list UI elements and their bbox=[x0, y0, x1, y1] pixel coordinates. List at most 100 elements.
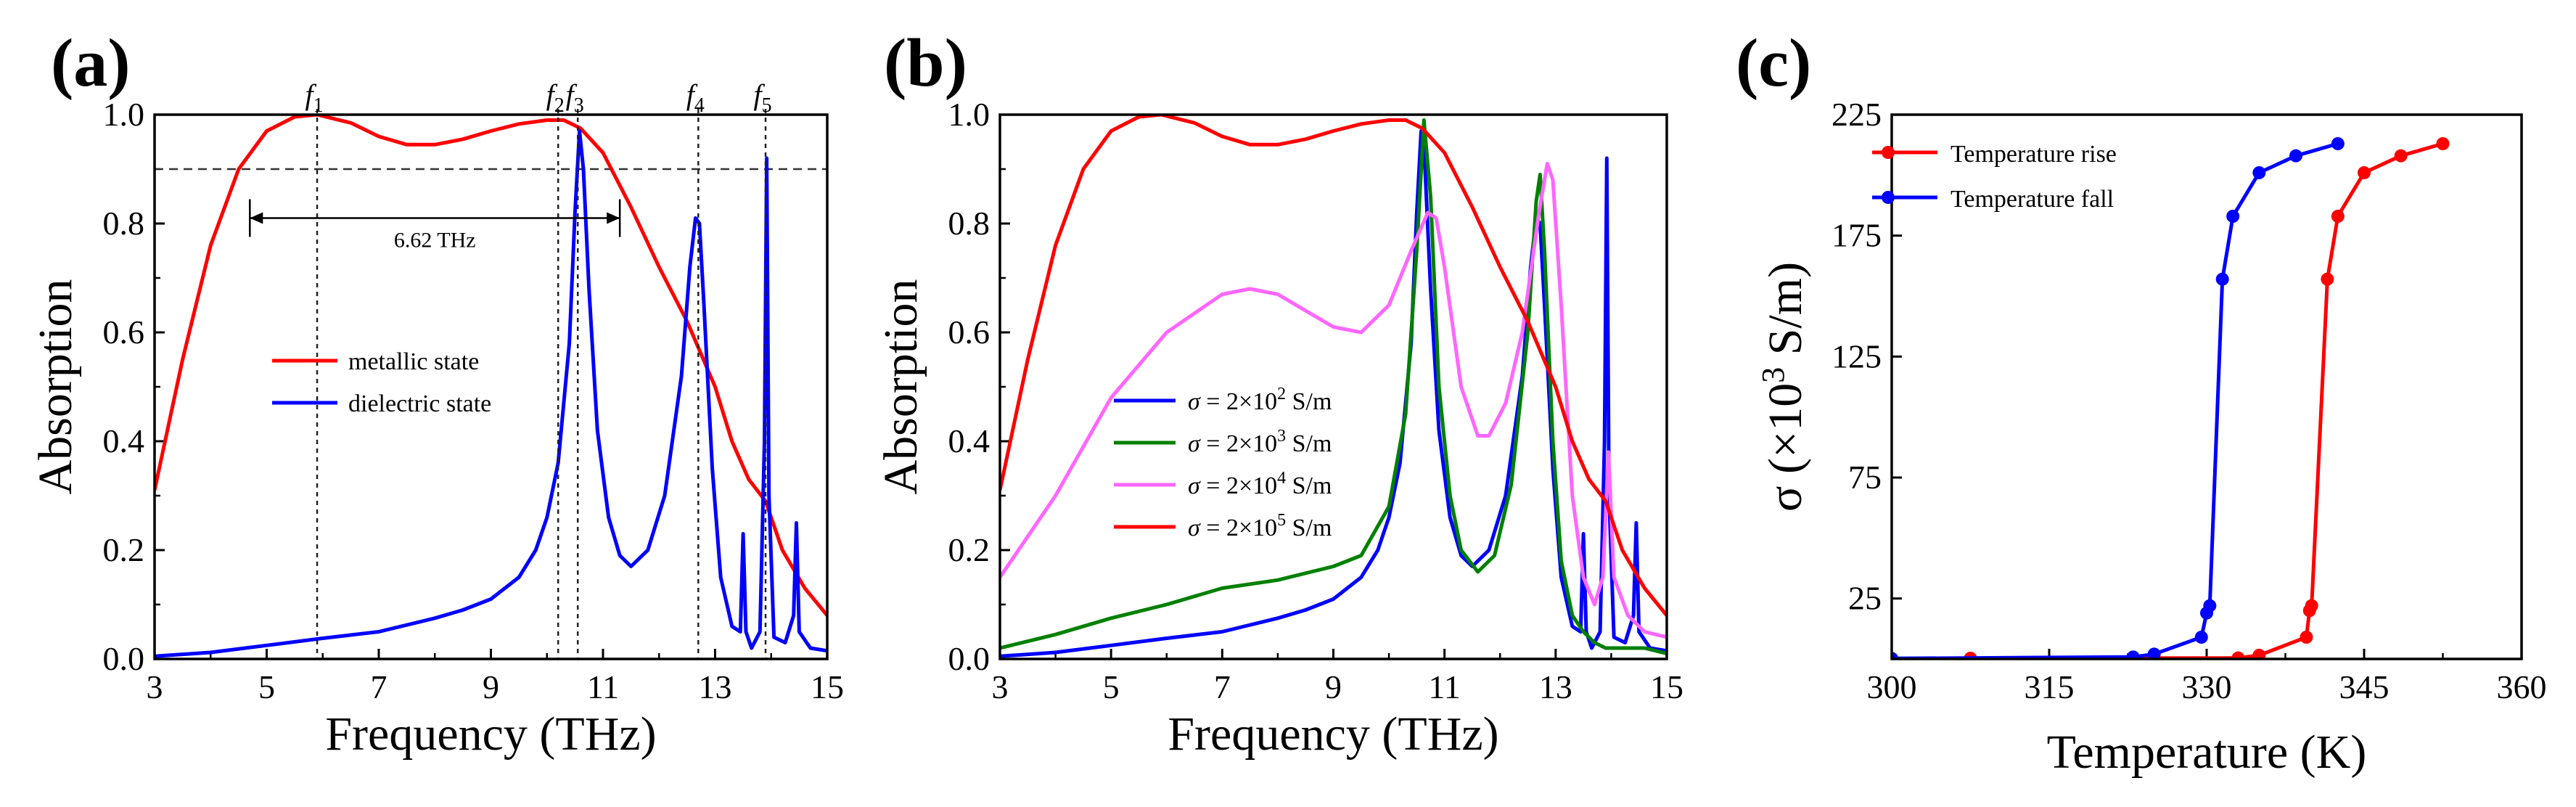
y-tick-label: 0.6 bbox=[103, 314, 145, 351]
x-axis-title: Temperature (K) bbox=[2047, 726, 2367, 779]
frequency-marker-subscript: 5 bbox=[762, 94, 772, 117]
data-point bbox=[2331, 210, 2345, 223]
y-tick-label: 25 bbox=[1848, 580, 1882, 617]
data-point bbox=[2147, 647, 2161, 659]
plot-area bbox=[1000, 115, 1667, 658]
legend-exponent: 5 bbox=[1277, 511, 1286, 530]
series-line bbox=[155, 129, 827, 658]
series-line bbox=[1000, 129, 1667, 658]
legend-unit: S/m bbox=[1286, 430, 1332, 457]
x-tick-label: 13 bbox=[1539, 668, 1572, 705]
legend-unit: S/m bbox=[1286, 472, 1332, 499]
legend-label: metallic state bbox=[348, 348, 479, 375]
x-tick-label: 9 bbox=[1325, 668, 1342, 705]
y-axis-title: σ (×103 S/m) bbox=[1755, 262, 1812, 512]
panel-b: (b) 3 5 7 9 11 13 15 0.0 0.2 0.4 0.6 0.8 1.0 Frequency… bbox=[874, 25, 1683, 761]
x-tick-label: 300 bbox=[1867, 668, 1917, 705]
data-point bbox=[2436, 137, 2450, 150]
frequency-marker-subscript: 4 bbox=[694, 94, 705, 117]
legend-label: Temperature rise bbox=[1951, 141, 2117, 168]
plot-area bbox=[1892, 137, 2450, 659]
x-tick-label: 11 bbox=[587, 668, 619, 705]
panel-label: (a) bbox=[51, 25, 131, 101]
x-tick-label: 9 bbox=[483, 668, 499, 705]
panel-label: (c) bbox=[1736, 25, 1811, 101]
legend-base: = 2×10 bbox=[1200, 472, 1277, 499]
x-tick-label: 345 bbox=[2339, 668, 2390, 705]
legend-base: = 2×10 bbox=[1200, 388, 1277, 415]
data-point bbox=[2252, 166, 2266, 179]
legend-base: = 2×10 bbox=[1200, 430, 1277, 457]
legend-exponent: 3 bbox=[1277, 427, 1286, 446]
x-tick-label: 315 bbox=[2025, 668, 2075, 705]
legend-unit: S/m bbox=[1286, 388, 1332, 415]
data-point bbox=[2126, 650, 2140, 659]
legend-exponent: 2 bbox=[1277, 385, 1286, 404]
legend-sigma: σ bbox=[1188, 515, 1201, 541]
y-axis-title-unit: S/m) bbox=[1759, 262, 1812, 367]
legend-sigma: σ bbox=[1188, 472, 1201, 499]
legend-sigma: σ bbox=[1188, 430, 1201, 457]
data-point bbox=[2252, 649, 2266, 659]
y-tick-label: 0.2 bbox=[948, 531, 990, 568]
axes-frame bbox=[153, 113, 829, 660]
y-tick-label: 0.2 bbox=[103, 531, 145, 568]
legend-sigma: σ bbox=[1188, 388, 1201, 415]
legend-label: σ = 2×102 S/m bbox=[1188, 385, 1332, 415]
series-line bbox=[155, 115, 827, 617]
data-point bbox=[2300, 631, 2313, 644]
y-tick-label: 0.8 bbox=[103, 205, 145, 242]
y-axis-title: Absorption bbox=[874, 279, 927, 495]
y-tick-label: 0.4 bbox=[103, 422, 145, 459]
legend-label: Temperature fall bbox=[1951, 186, 2114, 213]
frequency-marker-label: f1 bbox=[305, 78, 323, 117]
data-point bbox=[1892, 652, 1898, 659]
axes-frame bbox=[998, 113, 1668, 660]
y-tick-label: 0.4 bbox=[948, 422, 990, 459]
y-axis-title-main: σ (×10 bbox=[1759, 383, 1812, 512]
x-tick-label: 15 bbox=[811, 668, 844, 705]
bandwidth-arrowhead-left bbox=[250, 212, 263, 224]
y-tick-label: 1.0 bbox=[948, 96, 990, 133]
data-point bbox=[2231, 651, 2245, 659]
legend-label: σ = 2×103 S/m bbox=[1188, 427, 1332, 457]
x-tick-label: 15 bbox=[1650, 668, 1683, 705]
y-tick-label: 225 bbox=[1831, 96, 1882, 133]
legend-marker bbox=[1882, 146, 1895, 159]
legend-marker bbox=[1882, 191, 1895, 204]
x-tick-label: 5 bbox=[1103, 668, 1120, 705]
y-tick-label: 125 bbox=[1831, 337, 1882, 374]
data-point bbox=[2289, 149, 2302, 163]
data-point bbox=[2394, 149, 2408, 163]
panel-c: (c) 300 315 330 345 360 25 75 125 175 225 Temperatu… bbox=[1736, 25, 2547, 779]
x-tick-label: 3 bbox=[992, 668, 1009, 705]
data-point bbox=[2305, 599, 2318, 613]
frequency-marker-label: f4 bbox=[686, 78, 705, 117]
y-tick-label: 75 bbox=[1848, 459, 1882, 496]
series-line bbox=[1000, 162, 1667, 639]
x-tick-label: 13 bbox=[699, 668, 732, 705]
legend-base: = 2×10 bbox=[1200, 515, 1277, 541]
data-point bbox=[2226, 210, 2240, 223]
data-point bbox=[2215, 272, 2229, 286]
legend-label: σ = 2×105 S/m bbox=[1188, 511, 1332, 541]
x-tick-label: 7 bbox=[371, 668, 387, 705]
panel-a: (a)3 5 7 9 11 13 150.00.20.40.60.81.0Frequency… bbox=[29, 25, 844, 761]
y-axis-title: Absorption bbox=[29, 279, 82, 495]
frequency-marker-label: f5 bbox=[753, 78, 771, 117]
legend-label: dielectric state bbox=[348, 390, 491, 417]
legend-unit: S/m bbox=[1286, 515, 1332, 541]
frequency-marker-subscript: 1 bbox=[313, 94, 324, 117]
series-line bbox=[1000, 115, 1667, 617]
series-line bbox=[1970, 142, 2444, 659]
y-tick-label: 1.0 bbox=[103, 96, 145, 133]
x-axis-title: Frequency (THz) bbox=[325, 708, 656, 761]
plot-area bbox=[155, 115, 827, 658]
frequency-marker-subscript: 3 bbox=[574, 94, 584, 117]
x-tick-label: 7 bbox=[1214, 668, 1231, 705]
x-axis-title: Frequency (THz) bbox=[1168, 708, 1498, 761]
data-point bbox=[2331, 137, 2345, 150]
legend-label: σ = 2×104 S/m bbox=[1188, 469, 1332, 499]
y-tick-label: 0.8 bbox=[948, 205, 990, 242]
